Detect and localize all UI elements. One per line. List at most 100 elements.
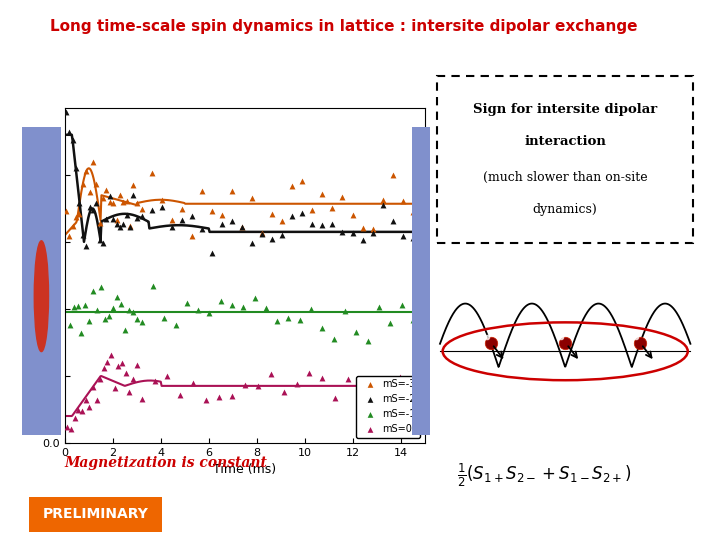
Point: [249, 294, 261, 302]
Point: [99, 315, 111, 323]
Point: [369, 380, 380, 389]
Point: [317, 221, 328, 230]
Point: [166, 222, 178, 231]
Point: [181, 299, 192, 307]
Point: [226, 186, 238, 195]
Point: [291, 380, 302, 388]
Text: Long time-scale spin dynamics in lattice : intersite dipolar exchange: Long time-scale spin dynamics in lattice…: [50, 19, 638, 34]
Point: [256, 228, 268, 237]
Point: [196, 225, 207, 233]
Point: [136, 395, 148, 403]
Point: [347, 211, 359, 219]
Point: [107, 303, 119, 312]
Point: [200, 396, 212, 404]
Text: Sign for intersite dipolar: Sign for intersite dipolar: [473, 103, 657, 116]
Point: [127, 308, 139, 316]
Point: [397, 232, 408, 240]
Point: [88, 287, 99, 295]
Point: [196, 187, 207, 195]
Point: [107, 215, 119, 224]
Point: [94, 218, 105, 227]
Point: [115, 300, 127, 308]
Point: [91, 395, 102, 404]
Point: [104, 312, 115, 321]
Point: [162, 372, 174, 380]
Point: [246, 194, 258, 202]
Point: [91, 306, 103, 314]
Point: [278, 388, 289, 397]
Point: [328, 335, 339, 343]
Point: [226, 392, 238, 401]
Point: [407, 383, 418, 392]
Point: [317, 324, 328, 333]
Point: [373, 302, 384, 311]
Point: [73, 210, 85, 218]
Point: [271, 317, 283, 326]
Text: (much slower than on-site: (much slower than on-site: [483, 171, 647, 184]
Point: [101, 186, 112, 195]
Point: [238, 302, 249, 311]
Point: [94, 235, 105, 244]
Point: [80, 396, 91, 404]
Legend: mS=-3, mS=-2, mS=-1, mS=0: mS=-3, mS=-2, mS=-1, mS=0: [356, 376, 420, 438]
Point: [192, 306, 204, 315]
Circle shape: [35, 241, 48, 352]
Point: [149, 376, 161, 385]
X-axis label: Time (ms): Time (ms): [213, 463, 276, 476]
Point: [407, 233, 418, 242]
Point: [330, 394, 341, 402]
Point: [337, 193, 348, 202]
Point: [187, 379, 199, 387]
Point: [156, 196, 168, 205]
Point: [266, 210, 278, 218]
Point: [127, 191, 139, 200]
Point: [84, 316, 95, 325]
Point: [136, 318, 148, 326]
Point: [307, 205, 318, 214]
Point: [176, 215, 187, 224]
FancyBboxPatch shape: [29, 497, 162, 532]
Point: [94, 374, 106, 383]
Point: [339, 307, 351, 315]
Point: [136, 212, 148, 220]
Point: [80, 301, 91, 309]
Point: [114, 191, 126, 199]
Point: [131, 214, 143, 222]
Point: [294, 315, 305, 324]
Point: [63, 127, 75, 136]
Point: [61, 423, 73, 431]
Point: [337, 228, 348, 237]
Point: [120, 369, 132, 377]
Point: [367, 225, 379, 234]
Point: [67, 136, 78, 145]
Y-axis label: Populations: Populations: [24, 239, 37, 312]
Point: [356, 388, 367, 396]
Point: [111, 220, 122, 228]
Point: [206, 249, 217, 258]
Point: [84, 202, 95, 211]
Point: [226, 217, 238, 225]
Point: [357, 224, 369, 232]
Point: [91, 198, 102, 207]
Point: [84, 188, 95, 197]
Point: [63, 232, 75, 241]
Point: [114, 222, 126, 231]
Point: [112, 292, 123, 301]
Point: [377, 195, 388, 204]
Point: [287, 181, 298, 190]
Point: [111, 216, 122, 225]
Point: [216, 211, 228, 219]
FancyBboxPatch shape: [437, 76, 693, 243]
Point: [156, 203, 168, 212]
Point: [226, 301, 238, 309]
Point: [256, 230, 268, 239]
Point: [98, 363, 109, 372]
Text: dynamics): dynamics): [533, 202, 598, 215]
Point: [67, 221, 78, 230]
Point: [77, 179, 89, 188]
Point: [104, 198, 116, 206]
Point: [297, 177, 308, 186]
Point: [236, 222, 248, 231]
Point: [260, 303, 271, 312]
Point: [127, 181, 139, 190]
